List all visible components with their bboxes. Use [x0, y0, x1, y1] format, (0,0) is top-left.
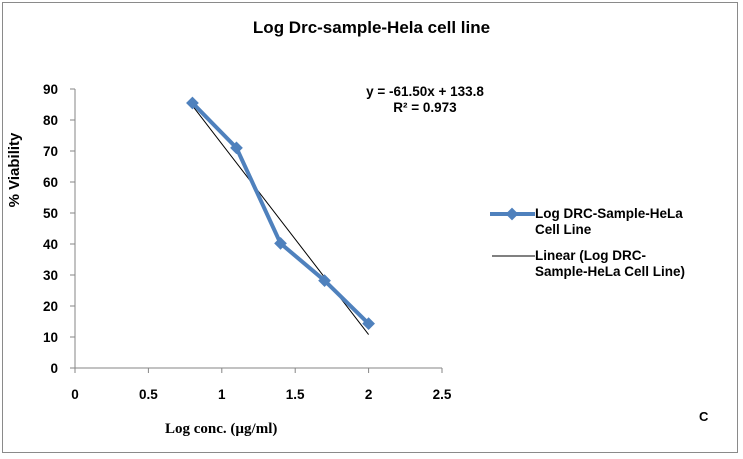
x-tick-label: 0.5 [139, 387, 158, 402]
y-tick-label: 20 [43, 299, 58, 314]
data-point [230, 141, 243, 155]
legend-item-series[interactable]: Log DRC-Sample-HeLa Cell Line [490, 206, 735, 238]
y-tick-label: 50 [43, 206, 58, 221]
legend-item-trendline[interactable]: Linear (Log DRC- Sample-HeLa Cell Line) [490, 248, 735, 280]
legend-trendline-label: Linear (Log DRC- Sample-HeLa Cell Line) [535, 248, 685, 280]
y-tick-label: 70 [43, 144, 58, 159]
data-point [274, 237, 287, 250]
legend-trendline-label-line2: Sample-HeLa Cell Line) [535, 264, 686, 279]
y-tick-label: 90 [43, 82, 58, 97]
x-tick-label: 0 [71, 387, 79, 402]
legend-series-label: Log DRC-Sample-HeLa Cell Line [535, 206, 683, 238]
chart-frame [2, 2, 738, 453]
y-tick-label: 30 [43, 268, 58, 283]
panel-label: C [699, 409, 709, 424]
x-tick-label: 2 [365, 387, 373, 402]
x-tick-label: 2.5 [433, 387, 452, 402]
y-axis-label: % Viability [6, 132, 23, 208]
y-tick-label: 10 [43, 330, 58, 345]
trendline-equation: y = -61.50x + 133.8 [366, 84, 484, 99]
y-tick-label: 0 [50, 361, 58, 376]
r-squared: R² = 0.973 [393, 100, 457, 115]
data-point [186, 96, 199, 110]
legend: Log DRC-Sample-HeLa Cell Line Linear (Lo… [490, 206, 735, 290]
data-point [362, 317, 375, 331]
legend-series-label-line1: Log DRC-Sample-HeLa [535, 206, 683, 221]
x-axis-label: Log conc. (µg/ml) [165, 421, 278, 437]
legend-trendline-swatch [490, 248, 535, 264]
y-tick-label: 60 [43, 175, 58, 190]
chart-title: Log Drc-sample-Hela cell line [252, 18, 491, 37]
y-tick-label: 80 [43, 113, 58, 128]
legend-series-label-line2: Cell Line [535, 222, 592, 237]
legend-series-swatch [490, 206, 535, 222]
y-tick-label: 40 [43, 237, 58, 252]
x-tick-label: 1 [218, 387, 226, 402]
trendline-equation-box: y = -61.50x + 133.8 R² = 0.973 [340, 84, 510, 116]
x-tick-label: 1.5 [286, 387, 305, 402]
series-line [191, 101, 370, 326]
data-point [318, 274, 331, 287]
legend-trendline-label-line1: Linear (Log DRC- [535, 248, 646, 263]
